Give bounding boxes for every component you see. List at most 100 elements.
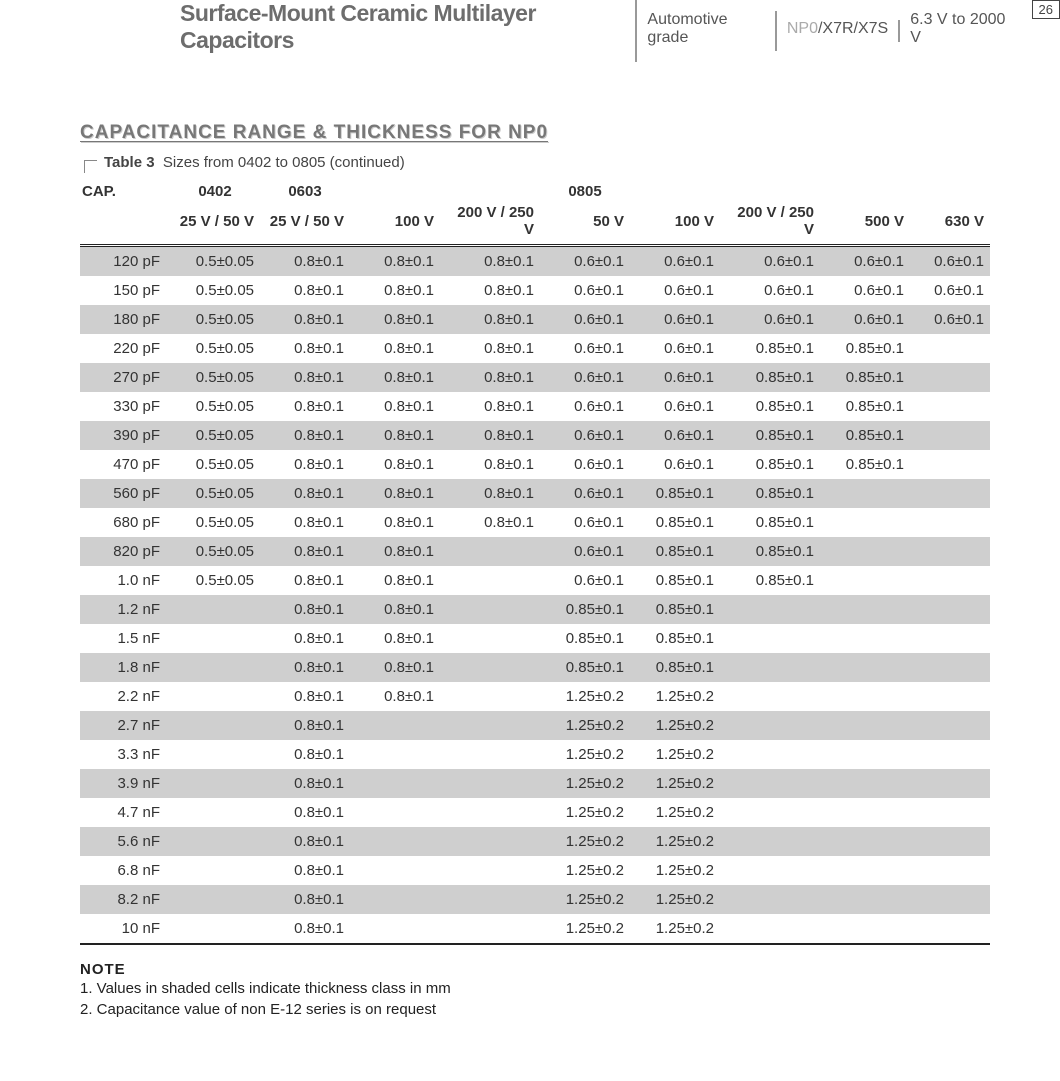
cell-value: 1.25±0.2 xyxy=(540,711,630,740)
cell-value: 0.85±0.1 xyxy=(720,537,820,566)
cell-value: 0.8±0.1 xyxy=(260,624,350,653)
cell-value xyxy=(720,769,820,798)
cell-value: 0.6±0.1 xyxy=(630,450,720,479)
cell-value: 0.85±0.1 xyxy=(720,363,820,392)
cell-value: 0.8±0.1 xyxy=(440,276,540,305)
table-row: 180 pF0.5±0.050.8±0.10.8±0.10.8±0.10.6±0… xyxy=(80,305,990,334)
cell-value: 0.8±0.1 xyxy=(260,798,350,827)
cell-value: 0.8±0.1 xyxy=(260,392,350,421)
table-row: 3.9 nF0.8±0.11.25±0.21.25±0.2 xyxy=(80,769,990,798)
cell-value xyxy=(820,479,910,508)
note-item: 1. Values in shaded cells indicate thick… xyxy=(80,978,990,999)
cell-value: 0.5±0.05 xyxy=(170,392,260,421)
cell-value xyxy=(440,682,540,711)
cell-value xyxy=(910,363,990,392)
cell-value: 1.25±0.2 xyxy=(540,885,630,914)
header-dielectric: NP0/X7R/X7S xyxy=(777,20,900,42)
col-size-0402: 0402 xyxy=(170,179,260,202)
cell-value: 0.6±0.1 xyxy=(540,508,630,537)
cell-value: 0.8±0.1 xyxy=(260,914,350,944)
page-number: 26 xyxy=(1032,0,1060,19)
cell-value xyxy=(720,624,820,653)
cell-value: 0.6±0.1 xyxy=(540,392,630,421)
cell-value: 1.25±0.2 xyxy=(630,740,720,769)
cell-value xyxy=(350,711,440,740)
cell-value xyxy=(820,624,910,653)
capacitance-table: CAP. 0402 0603 0805 25 V / 50 V25 V / 50… xyxy=(80,179,990,945)
table-row: 390 pF0.5±0.050.8±0.10.8±0.10.8±0.10.6±0… xyxy=(80,421,990,450)
cell-value: 1.25±0.2 xyxy=(630,798,720,827)
col-cap: CAP. xyxy=(80,179,170,202)
table-row: 4.7 nF 0.8±0.1 1.25±0.21.25±0.2 xyxy=(80,798,990,827)
cell-value xyxy=(170,827,260,856)
header-grade: Automotive grade xyxy=(637,11,776,51)
cell-value: 0.85±0.1 xyxy=(820,392,910,421)
col-voltage: 500 V xyxy=(820,202,910,246)
cell-value: 0.6±0.1 xyxy=(720,305,820,334)
cell-value xyxy=(910,479,990,508)
cell-cap: 2.2 nF xyxy=(80,682,170,711)
cell-value xyxy=(820,827,910,856)
cell-value xyxy=(170,769,260,798)
cell-value: 0.6±0.1 xyxy=(720,276,820,305)
cell-cap: 4.7 nF xyxy=(80,798,170,827)
cell-value xyxy=(720,595,820,624)
cell-value: 0.6±0.1 xyxy=(720,246,820,277)
cell-value xyxy=(720,827,820,856)
cell-value: 1.25±0.2 xyxy=(540,769,630,798)
cell-value: 0.85±0.1 xyxy=(820,363,910,392)
cell-value: 0.6±0.1 xyxy=(540,363,630,392)
cell-value xyxy=(910,566,990,595)
cell-value: 1.25±0.2 xyxy=(630,856,720,885)
table-row: 1.2 nF0.8±0.10.8±0.10.85±0.10.85±0.1 xyxy=(80,595,990,624)
section-title: CAPACITANCE RANGE & THICKNESS FOR NP0 xyxy=(80,122,990,144)
cell-value: 0.85±0.1 xyxy=(720,450,820,479)
cell-value xyxy=(440,624,540,653)
header-voltage: 6.3 V to 2000 V xyxy=(900,11,1023,51)
cell-value xyxy=(720,740,820,769)
table-row: 2.2 nF0.8±0.10.8±0.11.25±0.21.25±0.2 xyxy=(80,682,990,711)
table-row: 270 pF0.5±0.050.8±0.10.8±0.10.8±0.10.6±0… xyxy=(80,363,990,392)
cell-value xyxy=(820,537,910,566)
table-row: 220 pF0.5±0.050.8±0.10.8±0.10.8±0.10.6±0… xyxy=(80,334,990,363)
note-item: 2. Capacitance value of non E-12 series … xyxy=(80,999,990,1020)
cell-value: 0.6±0.1 xyxy=(630,392,720,421)
cell-value: 0.8±0.1 xyxy=(440,246,540,277)
table-body: 120 pF0.5±0.050.8±0.10.8±0.10.8±0.10.6±0… xyxy=(80,246,990,945)
cell-value xyxy=(720,914,820,944)
cell-value: 0.8±0.1 xyxy=(260,450,350,479)
cell-value: 1.25±0.2 xyxy=(540,827,630,856)
cell-cap: 8.2 nF xyxy=(80,885,170,914)
cell-value: 0.8±0.1 xyxy=(440,363,540,392)
cell-value xyxy=(170,885,260,914)
cell-cap: 820 pF xyxy=(80,537,170,566)
cell-value xyxy=(820,740,910,769)
table-row: 330 pF0.5±0.050.8±0.10.8±0.10.8±0.10.6±0… xyxy=(80,392,990,421)
col-voltage: 100 V xyxy=(630,202,720,246)
table-row: 820 pF0.5±0.050.8±0.10.8±0.10.6±0.10.85±… xyxy=(80,537,990,566)
cell-value: 0.8±0.1 xyxy=(260,508,350,537)
cell-value: 1.25±0.2 xyxy=(630,914,720,944)
cell-value xyxy=(910,798,990,827)
cell-value xyxy=(720,711,820,740)
cell-value xyxy=(910,682,990,711)
cell-value: 0.6±0.1 xyxy=(540,450,630,479)
col-voltage: 100 V xyxy=(350,202,440,246)
cell-value: 1.25±0.2 xyxy=(540,856,630,885)
cell-value: 0.6±0.1 xyxy=(910,305,990,334)
cell-value: 0.6±0.1 xyxy=(820,276,910,305)
table-row: 150 pF0.5±0.050.8±0.10.8±0.10.8±0.10.6±0… xyxy=(80,276,990,305)
cell-value: 1.25±0.2 xyxy=(630,711,720,740)
cell-cap: 560 pF xyxy=(80,479,170,508)
cell-value: 0.8±0.1 xyxy=(260,421,350,450)
cell-value: 0.6±0.1 xyxy=(540,479,630,508)
col-voltage: 200 V / 250 V xyxy=(440,202,540,246)
cell-value: 0.8±0.1 xyxy=(260,479,350,508)
cell-value xyxy=(170,856,260,885)
cell-cap: 1.8 nF xyxy=(80,653,170,682)
cell-value xyxy=(440,566,540,595)
table-caption: Table 3 Sizes from 0402 to 0805 (continu… xyxy=(80,154,990,171)
cell-value xyxy=(350,769,440,798)
cell-value: 0.8±0.1 xyxy=(350,566,440,595)
cell-value: 1.25±0.2 xyxy=(540,798,630,827)
